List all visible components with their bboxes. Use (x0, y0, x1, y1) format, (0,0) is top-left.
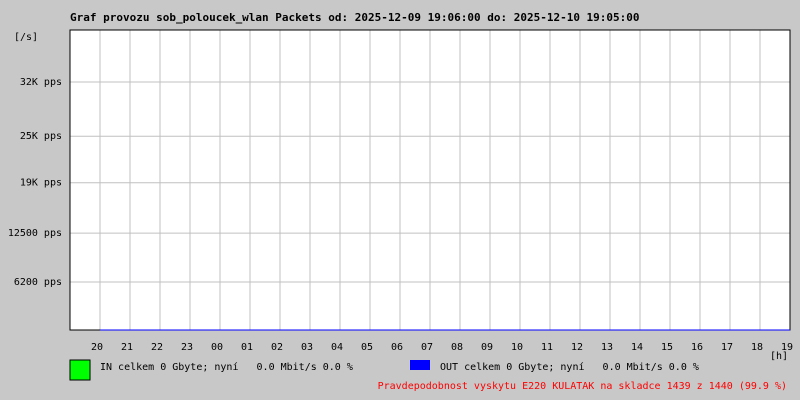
y-tick-label: 12500 pps (8, 228, 62, 239)
legend-label: OUT celkem 0 Gbyte; nyní 0.0 Mbit/s 0.0 … (440, 361, 699, 373)
x-tick-label: 00 (211, 342, 223, 353)
legend-swatch (69, 359, 91, 381)
x-tick-label: 13 (601, 342, 613, 353)
x-tick-label: 08 (451, 342, 463, 353)
y-tick-label: 19K pps (20, 178, 62, 189)
x-tick-label: 04 (331, 342, 343, 353)
x-tick-label: 22 (151, 342, 163, 353)
footnote: Pravdepodobnost vyskytu E220 KULATAK na … (378, 381, 787, 392)
x-tick-label: 10 (511, 342, 523, 353)
chart-title: Graf provozu sob_poloucek_wlan Packets o… (70, 11, 640, 24)
x-tick-label: 18 (751, 342, 763, 353)
x-tick-label: 19 (781, 342, 793, 353)
x-tick-label: 16 (691, 342, 703, 353)
x-unit: [h] (770, 351, 788, 362)
legend-swatch (410, 360, 430, 370)
legend-label: IN celkem 0 Gbyte; nyní 0.0 Mbit/s 0.0 % (100, 361, 353, 373)
x-tick-label: 01 (241, 342, 253, 353)
x-tick-label: 05 (361, 342, 373, 353)
x-tick-label: 11 (541, 342, 553, 353)
x-tick-label: 06 (391, 342, 403, 353)
x-tick-label: 07 (421, 342, 433, 353)
x-tick-label: 20 (91, 342, 103, 353)
x-tick-label: 23 (181, 342, 193, 353)
x-tick-label: 17 (721, 342, 733, 353)
y-tick-label: 6200 pps (14, 277, 62, 288)
y-tick-label: 32K pps (20, 77, 62, 88)
x-tick-label: 12 (571, 342, 583, 353)
y-tick-label: 25K pps (20, 131, 62, 142)
y-unit: [/s] (14, 32, 38, 43)
x-tick-label: 09 (481, 342, 493, 353)
x-tick-label: 15 (661, 342, 673, 353)
x-tick-label: 14 (631, 342, 643, 353)
x-tick-label: 21 (121, 342, 133, 353)
x-tick-label: 02 (271, 342, 283, 353)
x-tick-label: 03 (301, 342, 313, 353)
